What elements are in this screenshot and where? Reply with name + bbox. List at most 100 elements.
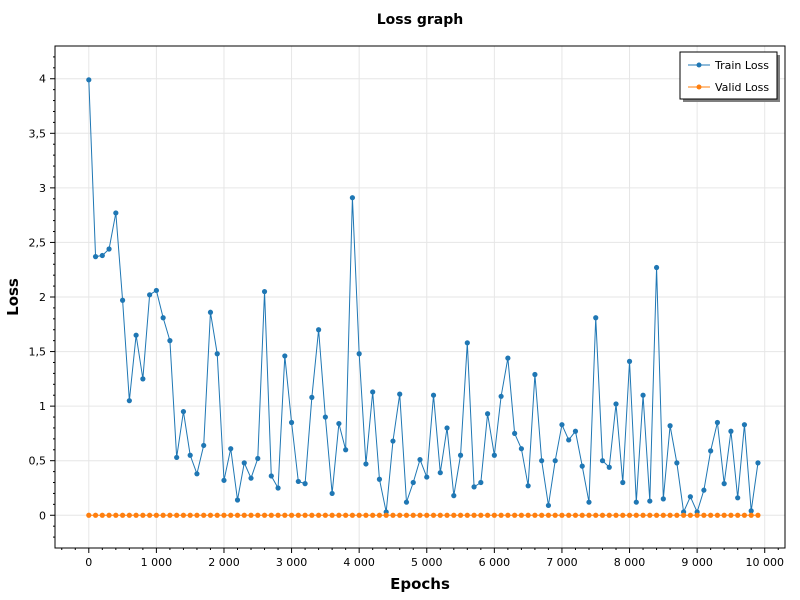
data-point (626, 358, 633, 364)
data-point (99, 512, 105, 518)
data-point (248, 475, 254, 481)
data-point (579, 512, 585, 518)
legend-valid-label: Valid Loss (715, 81, 769, 94)
data-point (201, 442, 207, 449)
data-point (194, 471, 200, 477)
data-point (687, 512, 693, 518)
data-point (566, 437, 572, 443)
grid-lines (55, 46, 785, 548)
data-point (302, 481, 308, 487)
data-point (376, 476, 383, 482)
data-point (356, 512, 362, 518)
x-tick-label: 5 000 (411, 556, 443, 569)
data-point (322, 512, 328, 518)
data-point (633, 512, 639, 518)
data-point (491, 512, 497, 518)
data-point (147, 292, 153, 298)
data-point (140, 376, 146, 382)
data-point (309, 512, 315, 518)
legend-box (679, 51, 778, 100)
data-point (228, 446, 234, 452)
data-point (349, 512, 356, 518)
data-point (708, 512, 714, 518)
data-point (241, 460, 247, 466)
data-point (92, 254, 99, 260)
data-point (275, 512, 281, 518)
data-point (133, 332, 139, 338)
data-point (174, 454, 180, 461)
data-point (106, 246, 112, 252)
data-point (660, 496, 666, 502)
data-point (390, 512, 396, 518)
legend-train-label: Train Loss (714, 59, 769, 72)
data-point (444, 512, 450, 518)
data-point (343, 447, 349, 453)
y-tick-label: 2,5 (29, 236, 47, 249)
data-point (559, 422, 565, 428)
data-point (674, 512, 680, 518)
data-point (261, 512, 268, 518)
data-point (586, 512, 592, 518)
data-point (512, 512, 518, 518)
data-point (309, 394, 315, 400)
data-point (748, 512, 754, 518)
data-point (397, 512, 403, 518)
data-point (606, 512, 612, 518)
series-layer (86, 77, 761, 518)
data-point (92, 512, 99, 518)
data-point (451, 512, 457, 518)
data-point (241, 512, 247, 518)
data-point (484, 512, 491, 518)
x-tick-label: 0 (85, 556, 92, 569)
data-point (86, 77, 92, 83)
data-point (336, 420, 342, 427)
data-point (721, 481, 727, 487)
data-point (390, 438, 396, 444)
data-point (147, 512, 153, 518)
x-tick-label: 1 000 (141, 556, 173, 569)
data-point (586, 499, 592, 505)
y-tick-label: 3 (39, 182, 46, 195)
data-point (228, 512, 234, 518)
data-point (525, 512, 531, 518)
data-point (451, 493, 457, 499)
data-point (113, 512, 119, 518)
data-point (741, 512, 748, 518)
data-point (160, 512, 166, 518)
data-point (478, 512, 484, 518)
data-point (633, 499, 639, 505)
data-point (478, 479, 484, 486)
data-point (430, 392, 437, 398)
data-point (255, 455, 261, 462)
data-point (126, 398, 132, 404)
x-tick-label: 6 000 (479, 556, 511, 569)
data-point (424, 474, 430, 480)
data-point (532, 371, 538, 378)
data-point (721, 512, 727, 518)
data-point (599, 458, 606, 464)
data-point (464, 512, 470, 518)
x-axis-title: Epochs (390, 575, 450, 593)
x-tick-label: 9 000 (681, 556, 713, 569)
data-point (593, 512, 599, 518)
data-point (288, 419, 295, 426)
data-point (545, 512, 552, 518)
y-axis-title: Loss (4, 278, 22, 316)
data-point (572, 428, 579, 434)
data-point (667, 423, 673, 429)
data-point (268, 512, 274, 518)
data-point (410, 479, 416, 486)
data-point (437, 470, 443, 476)
y-tick-label: 0 (39, 509, 46, 522)
data-point (755, 512, 761, 518)
data-point (552, 458, 558, 464)
data-point (620, 512, 626, 518)
data-point (735, 512, 741, 518)
data-point (640, 392, 646, 398)
data-point (329, 512, 335, 518)
data-point (99, 252, 105, 259)
x-tick-label: 3 000 (276, 556, 308, 569)
data-point (532, 512, 538, 518)
data-point (282, 512, 288, 518)
data-point (336, 512, 342, 518)
